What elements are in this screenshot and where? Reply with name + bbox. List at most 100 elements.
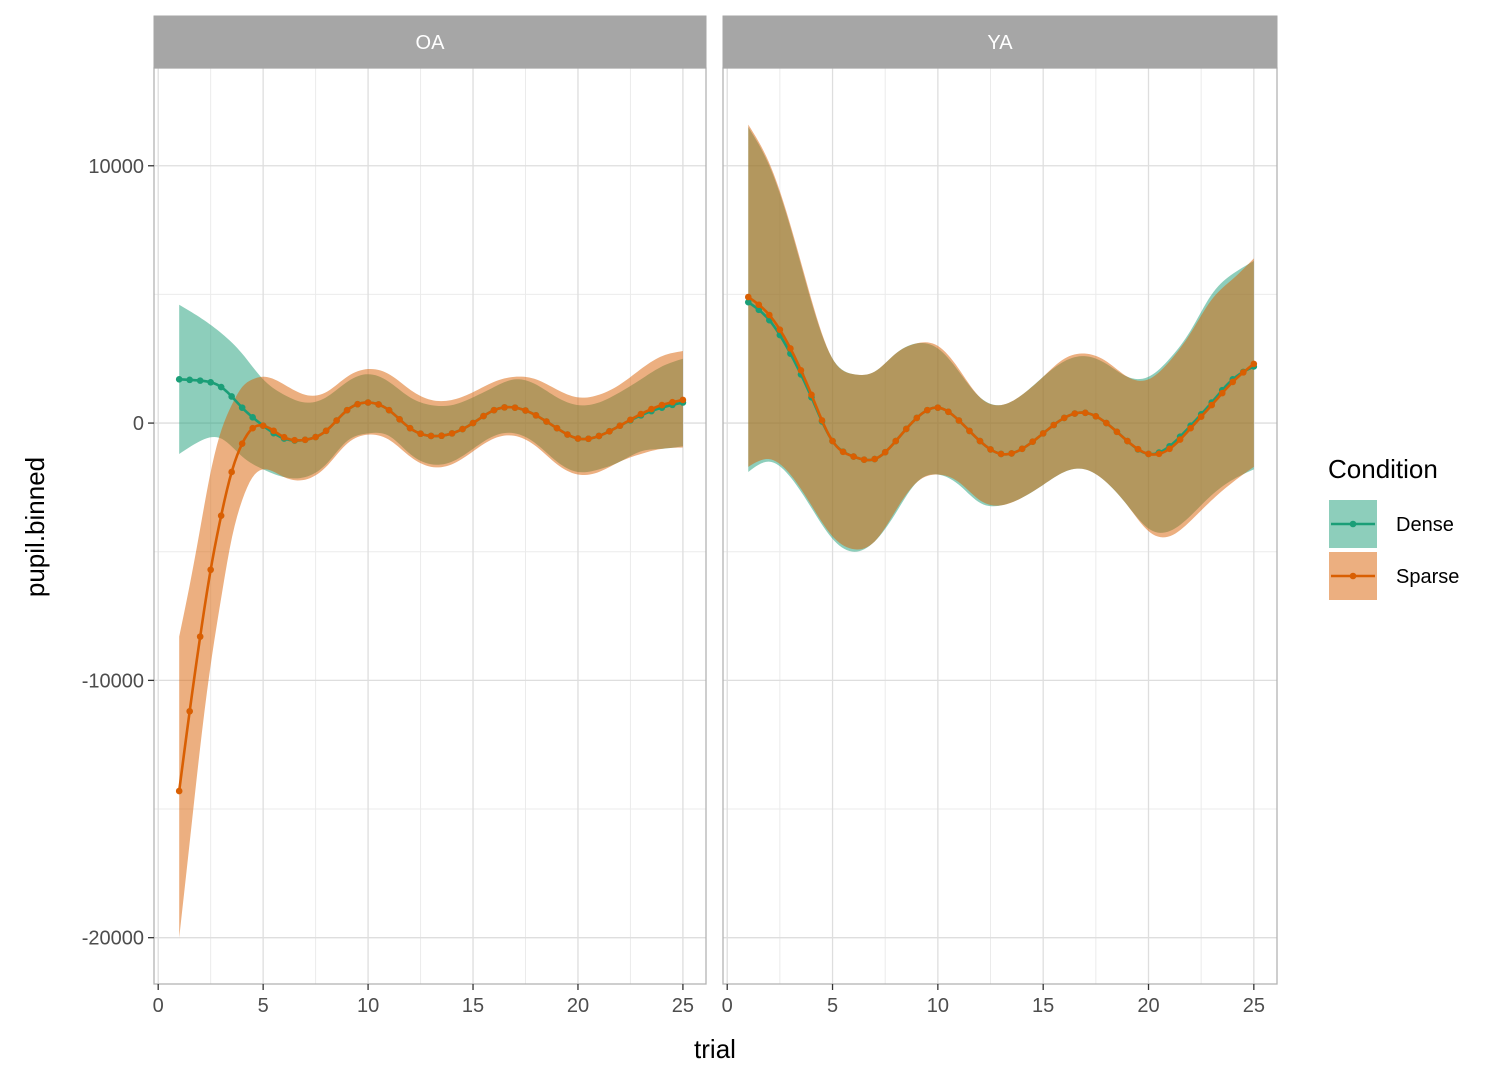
point-sparse (1197, 413, 1205, 421)
panel-oa: OA 0 5 10 15 20 25 (153, 15, 707, 1017)
x-tick-label: 5 (827, 995, 838, 1017)
point-sparse (1071, 410, 1079, 417)
point-sparse (480, 412, 487, 420)
point-sparse (207, 566, 214, 574)
point-sparse (744, 293, 752, 301)
y-axis: -20000 -10000 0 10000 (82, 156, 154, 950)
point-sparse (1113, 428, 1121, 436)
point-sparse (902, 425, 910, 433)
point-sparse (385, 406, 393, 414)
point-sparse (1218, 389, 1226, 397)
point-sparse (637, 410, 645, 418)
facet-strip (722, 15, 1278, 69)
point-sparse (1208, 401, 1215, 409)
point-sparse (1124, 437, 1131, 445)
point-sparse (259, 422, 267, 429)
point-sparse (459, 425, 466, 433)
point-sparse (606, 427, 613, 435)
point-sparse (1176, 436, 1184, 443)
point-sparse (238, 440, 246, 447)
point-sparse (1134, 445, 1142, 453)
y-tick-label: 10000 (88, 156, 144, 178)
point-sparse (966, 427, 973, 435)
point-sparse (333, 417, 340, 424)
point-sparse (228, 468, 235, 476)
point-sparse (532, 412, 540, 419)
point-sparse (553, 424, 561, 432)
panel-background (154, 68, 706, 984)
y-axis-title: pupil.binned (20, 457, 50, 597)
point-sparse (648, 405, 655, 413)
point-sparse (438, 432, 445, 440)
x-tick-label: 15 (462, 995, 484, 1017)
point-sparse (934, 404, 942, 411)
point-sparse (797, 367, 805, 374)
y-tick-label: -10000 (82, 670, 144, 692)
point-sparse (217, 512, 225, 520)
point-dense (196, 377, 204, 384)
point-sparse (987, 446, 994, 453)
point-sparse (976, 437, 984, 445)
panel-background (723, 68, 1277, 984)
point-sparse (669, 398, 676, 406)
facet-label-ya: YA (987, 32, 1013, 54)
point-sparse (1060, 414, 1068, 422)
panels-layer: OA 0 5 10 15 20 25 YA 0 5 10 15 20 25 (153, 15, 1278, 1017)
point-sparse (270, 427, 277, 435)
point-sparse (1145, 450, 1152, 458)
point-sparse (755, 301, 763, 309)
point-sparse (1039, 430, 1047, 437)
legend-label-sparse: Sparse (1396, 566, 1459, 588)
point-dense (238, 404, 246, 411)
point-sparse (1050, 421, 1058, 429)
legend: Condition Dense Sparse (1328, 454, 1459, 600)
point-sparse (427, 432, 435, 440)
facet-label-oa: OA (416, 32, 446, 54)
point-sparse (860, 456, 868, 463)
x-tick-label: 25 (1243, 995, 1265, 1017)
point-sparse (175, 787, 183, 795)
point-sparse (829, 437, 836, 445)
x-tick-label: 20 (567, 995, 589, 1017)
point-sparse (448, 430, 456, 437)
point-sparse (564, 431, 571, 438)
point-sparse (616, 422, 624, 429)
x-tick-label: 15 (1032, 995, 1054, 1017)
point-sparse (490, 406, 498, 414)
point-sparse (501, 404, 508, 411)
point-sparse (585, 435, 592, 443)
point-sparse (312, 433, 319, 441)
point-sparse (913, 414, 921, 422)
point-sparse (776, 326, 784, 334)
x-tick-label: 0 (153, 995, 164, 1017)
x-tick-label: 25 (672, 995, 694, 1017)
point-sparse (343, 406, 351, 414)
point-sparse (997, 450, 1005, 458)
point-sparse (881, 448, 889, 456)
point-sparse (364, 399, 372, 406)
point-sparse (871, 455, 878, 463)
point-sparse (1240, 369, 1247, 376)
point-sparse (543, 418, 550, 425)
point-sparse (301, 436, 309, 444)
point-sparse (375, 401, 382, 408)
point-dense (228, 393, 235, 400)
ribbon-sparse-oa (179, 351, 683, 938)
point-sparse (1029, 438, 1036, 446)
point-sparse (850, 453, 857, 460)
point-dense (755, 306, 763, 314)
x-tick-label: 10 (357, 995, 379, 1017)
point-sparse (658, 401, 666, 409)
x-tick-label: 20 (1137, 995, 1159, 1017)
point-dense (175, 376, 183, 383)
point-sparse (766, 311, 773, 319)
point-sparse (1155, 450, 1163, 458)
point-sparse (679, 396, 687, 404)
point-sparse (595, 432, 603, 440)
legend-label-dense: Dense (1396, 514, 1454, 536)
point-sparse (396, 415, 403, 423)
point-sparse (249, 424, 256, 432)
point-sparse (1092, 412, 1100, 420)
point-sparse (1250, 360, 1258, 368)
